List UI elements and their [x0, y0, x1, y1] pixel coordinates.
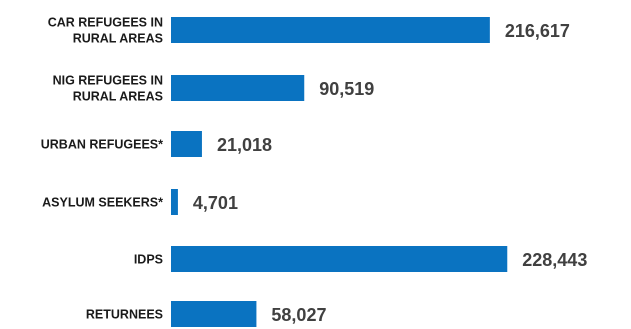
category-label: IDPS [134, 253, 163, 267]
bar [171, 131, 202, 157]
bar [171, 75, 305, 101]
value-label: 90,519 [319, 79, 374, 99]
bar [171, 189, 178, 215]
bar [171, 246, 508, 272]
value-labels-group: 216,617 90,519 21,018 4,701 228,443 58,027 [193, 21, 587, 325]
category-label: RETURNEES [86, 308, 163, 322]
value-label: 228,443 [522, 250, 587, 270]
value-label: 58,027 [271, 305, 326, 325]
category-label: NIG REFUGEES IN [53, 74, 163, 88]
category-label: RURAL AREAS [73, 32, 163, 46]
bars-group [171, 17, 508, 327]
bar [171, 17, 490, 43]
category-label: ASYLUM SEEKERS* [42, 196, 163, 210]
category-labels-group: CAR REFUGEES IN RURAL AREAS NIG REFUGEES I… [41, 16, 163, 322]
value-label: 21,018 [217, 135, 272, 155]
category-label: RURAL AREAS [73, 90, 163, 104]
bar [171, 301, 257, 327]
category-label: CAR REFUGEES IN [48, 16, 163, 30]
value-label: 216,617 [505, 21, 570, 41]
value-label: 4,701 [193, 193, 238, 213]
category-label: URBAN REFUGEES* [41, 138, 163, 152]
